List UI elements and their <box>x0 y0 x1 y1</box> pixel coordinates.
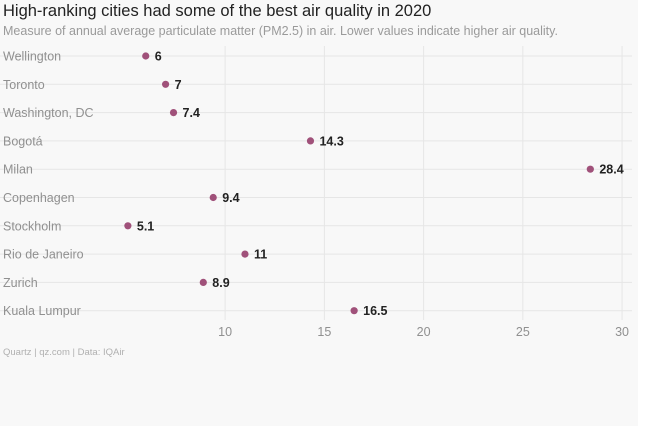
data-point <box>306 137 315 145</box>
x-tick-label: 10 <box>218 325 232 339</box>
data-point <box>169 109 178 117</box>
value-label: 11 <box>254 248 267 262</box>
city-label: Zurich <box>3 276 38 290</box>
data-point <box>142 52 150 60</box>
value-label: 14.3 <box>319 134 343 148</box>
city-label: Wellington <box>3 50 61 64</box>
data-point <box>161 80 170 88</box>
chart-subtitle: Measure of annual average particulate ma… <box>3 24 558 38</box>
value-label: 8.9 <box>212 276 229 290</box>
data-point <box>241 250 249 258</box>
x-tick-label: 15 <box>317 325 331 339</box>
city-label: Milan <box>3 163 33 177</box>
data-point <box>350 307 358 315</box>
value-label: 16.5 <box>363 304 387 318</box>
value-label: 5.1 <box>137 219 154 233</box>
city-label: Rio de Janeiro <box>3 248 84 262</box>
value-label: 28.4 <box>599 163 623 177</box>
data-point <box>209 193 217 202</box>
data-point <box>586 165 594 173</box>
city-label: Bogotá <box>3 134 43 148</box>
value-label: 7 <box>175 78 182 92</box>
x-tick-label: 25 <box>516 325 530 339</box>
city-label: Copenhagen <box>3 191 75 205</box>
x-tick-label: 20 <box>417 325 431 339</box>
value-label: 6 <box>155 50 162 64</box>
city-label: Kuala Lumpur <box>3 304 81 318</box>
chart-title: High-ranking cities had some of the best… <box>3 2 432 20</box>
value-label: 7.4 <box>183 106 200 120</box>
data-point <box>199 278 207 286</box>
city-label: Toronto <box>3 78 45 92</box>
value-label: 9.4 <box>222 191 239 205</box>
x-tick-label: 30 <box>615 325 629 339</box>
city-label: Washington, DC <box>3 106 94 120</box>
source-credit: Quartz | qz.com | Data: IQAir <box>3 347 125 358</box>
data-point <box>124 222 132 230</box>
city-label: Stockholm <box>3 219 61 233</box>
